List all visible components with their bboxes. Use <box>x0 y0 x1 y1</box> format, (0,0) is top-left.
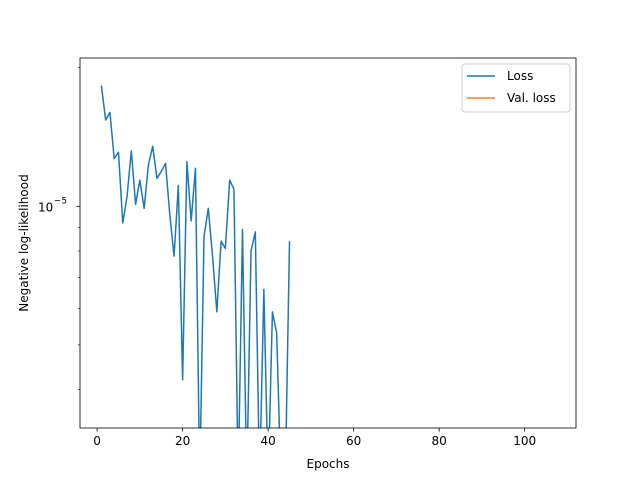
y-tick-label: 10−5 <box>38 196 67 214</box>
y-axis-label: Negative log-likelihood <box>17 174 31 311</box>
x-tick-label: 0 <box>93 434 101 448</box>
y-axis-ticks: 10−5 <box>38 67 80 390</box>
legend: Loss Val. loss <box>461 63 571 113</box>
plot-background <box>80 58 576 428</box>
x-tick-label: 40 <box>260 434 275 448</box>
y-tick-label-exponent: −5 <box>54 196 67 206</box>
legend-label-loss: Loss <box>507 69 533 83</box>
x-tick-label: 20 <box>175 434 190 448</box>
x-axis-label: Epochs <box>307 457 350 471</box>
series-layer <box>100 85 291 428</box>
legend-label-val-loss: Val. loss <box>507 91 556 105</box>
x-tick-label: 60 <box>346 434 361 448</box>
series-line-loss <box>100 85 291 428</box>
x-tick-label: 80 <box>432 434 447 448</box>
plot-frame <box>79 57 577 429</box>
x-tick-label: 100 <box>513 434 536 448</box>
x-axis-ticks: 0 20 40 60 80 100 <box>93 428 536 448</box>
